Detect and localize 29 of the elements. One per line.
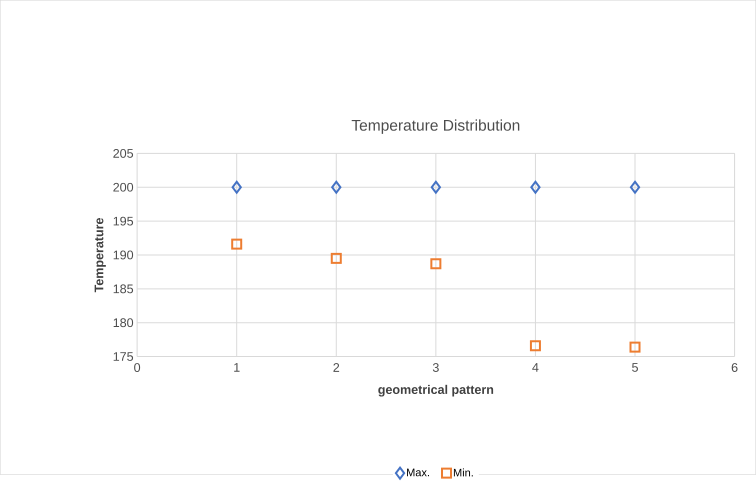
y-tick-label: 200: [113, 182, 134, 192]
y-tick-label: 175: [114, 352, 134, 361]
y-tick-label: 205: [113, 149, 134, 158]
x-tick-label: 5: [632, 363, 638, 372]
x-axis-title: geometrical pattern: [378, 384, 494, 397]
x-tick-label: 6: [732, 363, 738, 372]
point: [630, 342, 641, 353]
legend-label: Min.: [454, 468, 473, 476]
legend-label: Max.: [407, 468, 429, 476]
y-tick-label: 185: [114, 284, 134, 294]
x-tick-label: 0: [134, 363, 140, 372]
x-tick-label: 1: [234, 363, 240, 372]
x-tick-label: 3: [432, 363, 439, 372]
y-axis-title: Temperature: [94, 218, 106, 292]
point: [430, 258, 442, 270]
point: [331, 180, 342, 194]
y-tick-label: 195: [114, 216, 134, 226]
point: [232, 180, 242, 194]
x-tick-label: 2: [333, 363, 340, 372]
point: [430, 180, 441, 194]
point: [231, 238, 242, 250]
point: [530, 180, 541, 194]
x-tick-label: 4: [532, 363, 539, 372]
point: [530, 340, 541, 352]
chart-title: Temperature Distribution: [352, 119, 520, 134]
y-tick-label: 190: [114, 250, 134, 260]
y-tick-label: 180: [114, 318, 134, 328]
point: [330, 252, 342, 264]
point: [630, 180, 640, 194]
